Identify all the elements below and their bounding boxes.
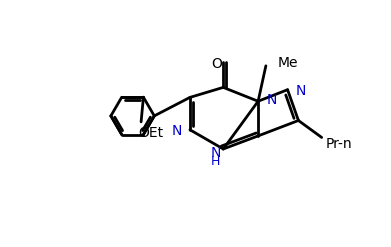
- Text: Pr-n: Pr-n: [326, 137, 352, 151]
- Text: N: N: [295, 84, 306, 98]
- Text: OEt: OEt: [138, 126, 163, 140]
- Text: H: H: [211, 155, 220, 168]
- Text: N: N: [267, 93, 277, 107]
- Text: Me: Me: [278, 56, 298, 70]
- Text: O: O: [211, 57, 222, 71]
- Text: N: N: [210, 146, 221, 160]
- Text: N: N: [172, 124, 182, 138]
